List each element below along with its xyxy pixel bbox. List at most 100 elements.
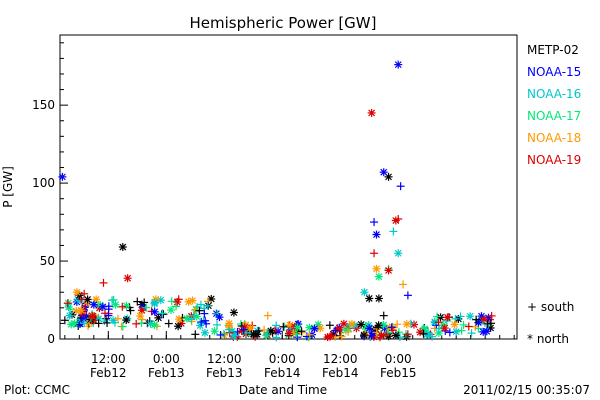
y-tick-label: 0 bbox=[47, 332, 55, 346]
data-point-north bbox=[225, 319, 234, 328]
footer-credit: Plot: CCMC bbox=[4, 383, 70, 397]
data-point-north bbox=[175, 315, 184, 324]
x-tick-date: Feb12 bbox=[90, 366, 127, 380]
data-point-north bbox=[122, 301, 131, 310]
data-point-north bbox=[98, 302, 107, 311]
data-point-south bbox=[197, 318, 206, 327]
data-point-north bbox=[310, 324, 319, 333]
data-point-south bbox=[433, 312, 442, 321]
data-point-north bbox=[450, 320, 459, 329]
data-point-south bbox=[213, 320, 222, 329]
data-point-north bbox=[374, 294, 383, 303]
x-tick-date: Feb14 bbox=[264, 366, 301, 380]
x-tick-date: Feb13 bbox=[206, 366, 243, 380]
x-tick-date: Feb15 bbox=[380, 366, 417, 380]
data-point-south bbox=[337, 332, 346, 341]
data-point-south bbox=[464, 322, 473, 331]
data-point-north bbox=[360, 288, 369, 297]
data-point-north bbox=[365, 324, 374, 333]
data-point-north bbox=[65, 311, 74, 320]
data-point-north bbox=[391, 216, 400, 225]
data-point-north bbox=[482, 327, 491, 336]
legend-entry: NOAA-17 bbox=[527, 109, 581, 123]
data-point-south bbox=[172, 302, 181, 311]
data-point-south bbox=[370, 218, 379, 227]
y-axis: 0 50 100 150 bbox=[32, 42, 68, 346]
data-point-south bbox=[434, 318, 443, 327]
data-point-south bbox=[200, 309, 209, 318]
x-tick-label: 0:00 bbox=[153, 352, 180, 366]
data-point-north bbox=[111, 300, 120, 309]
data-point-south bbox=[239, 325, 248, 334]
data-point-north bbox=[293, 323, 302, 332]
data-point-north bbox=[166, 306, 175, 315]
data-point-south bbox=[487, 319, 496, 328]
data-point-north bbox=[326, 332, 335, 341]
data-point-south bbox=[372, 328, 381, 337]
data-point-north bbox=[305, 323, 314, 332]
data-point-north bbox=[229, 331, 238, 340]
data-point-south bbox=[331, 326, 340, 335]
data-point-north bbox=[374, 272, 383, 281]
data-point-south bbox=[140, 298, 149, 307]
data-point-south bbox=[142, 303, 151, 312]
data-point-south bbox=[467, 329, 476, 338]
x-tick-date: Feb13 bbox=[148, 366, 185, 380]
data-point-north bbox=[154, 313, 163, 322]
data-point-north bbox=[77, 306, 86, 315]
legend-entry: NOAA-15 bbox=[527, 65, 581, 79]
data-point-south bbox=[396, 182, 405, 191]
data-point-north bbox=[58, 172, 67, 181]
legend-entry: METP-02 bbox=[527, 43, 579, 57]
data-point-north bbox=[174, 322, 183, 331]
data-point-north bbox=[182, 314, 191, 323]
data-point-north bbox=[196, 321, 205, 330]
data-point-south bbox=[195, 306, 204, 315]
x-tick-date: Feb14 bbox=[322, 366, 359, 380]
data-point-north bbox=[215, 313, 224, 322]
data-point-south bbox=[157, 310, 166, 319]
data-point-south bbox=[451, 314, 460, 323]
data-point-south bbox=[379, 311, 388, 320]
marker-legend-south: + south bbox=[527, 300, 574, 314]
data-point-south bbox=[457, 326, 466, 335]
y-tick-label: 150 bbox=[32, 98, 55, 112]
data-point-north bbox=[150, 298, 159, 307]
data-point-south bbox=[113, 314, 122, 323]
data-point-south bbox=[108, 296, 117, 305]
data-point-south bbox=[132, 319, 141, 328]
x-tick-label: 12:00 bbox=[91, 352, 126, 366]
data-point-south bbox=[384, 328, 393, 337]
data-point-south bbox=[263, 311, 272, 320]
data-point-south bbox=[344, 327, 353, 336]
data-point-north bbox=[249, 330, 258, 339]
y-tick-label: 50 bbox=[40, 254, 55, 268]
data-point-south bbox=[191, 330, 200, 339]
data-point-south bbox=[118, 322, 127, 331]
data-point-north bbox=[443, 313, 452, 322]
data-point-south bbox=[216, 330, 225, 339]
data-point-south bbox=[268, 328, 277, 337]
x-tick-label: 12:00 bbox=[323, 352, 358, 366]
data-point-north bbox=[391, 331, 400, 340]
data-point-south bbox=[389, 227, 398, 236]
data-point-south bbox=[393, 320, 402, 329]
data-points bbox=[58, 60, 496, 342]
marker-legend-north: * north bbox=[527, 332, 569, 346]
data-point-south bbox=[292, 330, 301, 339]
data-point-north bbox=[394, 60, 403, 69]
data-point-south bbox=[419, 329, 428, 338]
data-point-north bbox=[374, 321, 383, 330]
data-point-north bbox=[173, 298, 182, 307]
data-point-north bbox=[70, 319, 79, 328]
data-point-north bbox=[479, 315, 488, 324]
data-point-north bbox=[188, 296, 197, 305]
legend-entry: NOAA-18 bbox=[527, 131, 581, 145]
series-legend: METP-02 NOAA-15 NOAA-16 NOAA-17 NOAA-18 NOAA-… bbox=[527, 43, 581, 167]
data-point-south bbox=[191, 306, 200, 315]
data-point-north bbox=[359, 331, 368, 340]
data-point-north bbox=[200, 328, 209, 337]
data-point-north bbox=[109, 316, 118, 325]
data-point-south bbox=[80, 289, 89, 298]
data-point-south bbox=[272, 333, 281, 342]
